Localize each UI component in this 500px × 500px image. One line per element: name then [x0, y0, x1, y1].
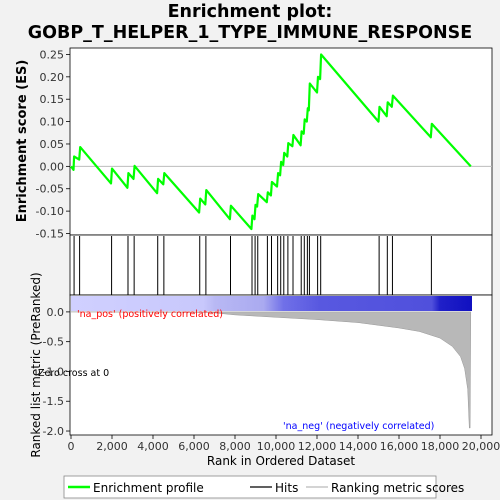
metric-y-axis-label: Ranked list metric (PreRanked) [29, 272, 43, 457]
x-tick-label: 0 [68, 440, 75, 453]
legend-item-label: Enrichment profile [93, 481, 204, 495]
x-axis-label: Rank in Ordered Dataset [207, 454, 355, 468]
es-panel [69, 47, 493, 236]
es-y-tick-label: -0.10 [36, 205, 64, 218]
title-line-2: GOBP_T_HELPER_1_TYPE_IMMUNE_RESPONSE [27, 23, 473, 43]
ranking-color-bar [71, 296, 472, 311]
es-y-axis-label: Enrichment score (ES) [15, 60, 30, 223]
es-y-tick-label: 0.05 [40, 138, 65, 151]
es-y-tick-label: 0.00 [40, 160, 65, 173]
x-tick-label: 6,000 [178, 440, 210, 453]
es-y-tick-label: 0.10 [40, 116, 65, 129]
title-line-1: Enrichment plot: [167, 2, 333, 22]
x-tick-label: 20,000 [462, 440, 500, 453]
x-tick-label: 10,000 [257, 440, 296, 453]
x-tick-label: 12,000 [298, 440, 337, 453]
zero-cross-label: Zero cross at 0 [38, 368, 109, 379]
metric-y-tick-label: -1.5 [43, 395, 64, 408]
x-tick-label: 2,000 [96, 440, 128, 453]
ranking-metric-area [70, 311, 472, 429]
metric-y-tick-label: -0.5 [43, 336, 64, 349]
negative-correlation-label: 'na_neg' (negatively correlated) [283, 421, 434, 432]
legend-item-label: Ranking metric scores [331, 481, 464, 495]
es-y-tick-label: 0.15 [40, 93, 65, 106]
x-tick-label: 14,000 [339, 440, 378, 453]
es-y-tick-label: 0.25 [40, 48, 65, 61]
legend-item-label: Hits [275, 481, 298, 495]
es-y-tick-label: 0.20 [40, 71, 65, 84]
x-tick-label: 16,000 [380, 440, 419, 453]
metric-y-tick-label: -2.0 [43, 425, 64, 438]
enrichment-profile-line [70, 53, 472, 231]
x-tick-label: 8,000 [219, 440, 251, 453]
es-y-tick-label: -0.15 [36, 228, 64, 241]
x-tick-label: 4,000 [137, 440, 169, 453]
metric-y-tick-label: 0.0 [47, 306, 65, 319]
positive-correlation-label: 'na_pos' (positively correlated) [77, 309, 223, 320]
x-tick-label: 18,000 [421, 440, 460, 453]
chart-title: Enrichment plot: GOBP_T_HELPER_1_TYPE_IM… [0, 2, 500, 44]
metric-y-tick-label: -1.0 [43, 365, 64, 378]
es-y-tick-label: -0.05 [36, 183, 64, 196]
